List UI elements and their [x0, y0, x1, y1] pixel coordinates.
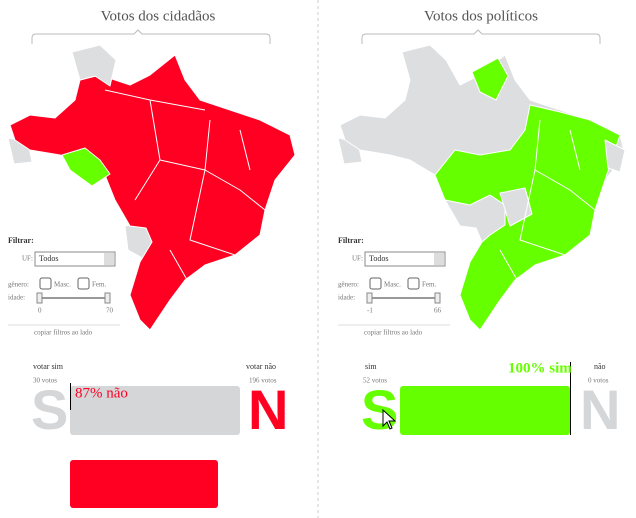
no-count: 196 votos — [249, 377, 277, 385]
vote-button[interactable] — [70, 460, 218, 508]
borders — [499, 119, 596, 286]
masc-label: Masc. — [54, 281, 71, 289]
slider-handle[interactable] — [434, 292, 441, 304]
checkbox-masc[interactable] — [369, 277, 382, 290]
region — [9, 54, 296, 331]
yes-label: votar sim — [33, 362, 64, 371]
uf-select[interactable]: Todos — [364, 251, 446, 267]
no-label: não — [594, 362, 606, 371]
idade-label: idade: — [8, 294, 25, 302]
result-bar — [70, 386, 240, 435]
age-max: 70 — [106, 307, 114, 315]
select-box[interactable] — [364, 251, 446, 267]
slider-handle[interactable] — [36, 292, 43, 304]
slider-handle[interactable] — [104, 292, 111, 304]
select-value[interactable]: Todos — [369, 254, 388, 263]
brace — [361, 29, 601, 44]
panel-title: Votos dos cidadãos — [101, 8, 216, 24]
yes-letter: S — [31, 378, 68, 441]
panel-politicians: Votos dos políticos Filtrar: UF: Todos g… — [337, 8, 626, 441]
map — [7, 44, 296, 331]
checkbox-fem[interactable] — [407, 277, 420, 290]
region — [434, 104, 621, 331]
age-max: 66 — [434, 307, 442, 315]
filter-label: Filtrar: — [338, 236, 364, 245]
region — [499, 187, 533, 227]
masc-label: Masc. — [384, 281, 401, 289]
panel-title: Votos dos políticos — [424, 8, 538, 24]
age-min: 0 — [38, 307, 42, 315]
select-arrow[interactable] — [104, 253, 114, 265]
select-box[interactable] — [34, 251, 116, 267]
no-count: 0 votos — [588, 377, 609, 385]
select-arrow[interactable] — [434, 253, 444, 265]
checkbox-masc[interactable] — [39, 277, 52, 290]
bar-label: 87% não — [75, 385, 128, 401]
select-value[interactable]: Todos — [39, 254, 58, 263]
brace — [31, 29, 271, 44]
yes-label: sim — [365, 362, 377, 371]
copy-filters[interactable]: copiar filtros ao lado — [34, 329, 93, 337]
genero-label: gênero: — [338, 281, 359, 289]
no-label: votar não — [246, 362, 276, 371]
age-min: -1 — [367, 307, 373, 315]
copy-filters[interactable]: copiar filtros ao lado — [364, 329, 423, 337]
checkbox-fem[interactable] — [77, 277, 90, 290]
uf-select[interactable]: Todos — [34, 251, 116, 267]
fem-label: Fem. — [422, 281, 436, 289]
region — [604, 139, 626, 173]
region — [61, 147, 111, 187]
genero-label: gênero: — [8, 281, 29, 289]
filter-label: Filtrar: — [8, 236, 34, 245]
region — [71, 44, 117, 87]
region — [471, 57, 509, 101]
cursor — [382, 408, 397, 430]
fem-label: Fem. — [92, 281, 106, 289]
yes-count: 30 votos — [33, 377, 57, 385]
bar-label: 100% sim — [508, 360, 572, 376]
yes-letter: S — [361, 378, 398, 441]
uf-label: UF: — [22, 255, 33, 263]
result-bar — [400, 386, 570, 435]
map — [337, 44, 626, 331]
panel-citizens: Votos dos cidadãos Filtrar: UF: Todos gê… — [7, 8, 296, 508]
borders — [104, 89, 266, 286]
idade-label: idade: — [338, 294, 355, 302]
no-letter: N — [580, 378, 620, 441]
uf-label: UF: — [352, 255, 363, 263]
no-letter: N — [248, 378, 288, 441]
slider-handle[interactable] — [366, 292, 373, 304]
yes-count: 52 votos — [363, 377, 387, 385]
